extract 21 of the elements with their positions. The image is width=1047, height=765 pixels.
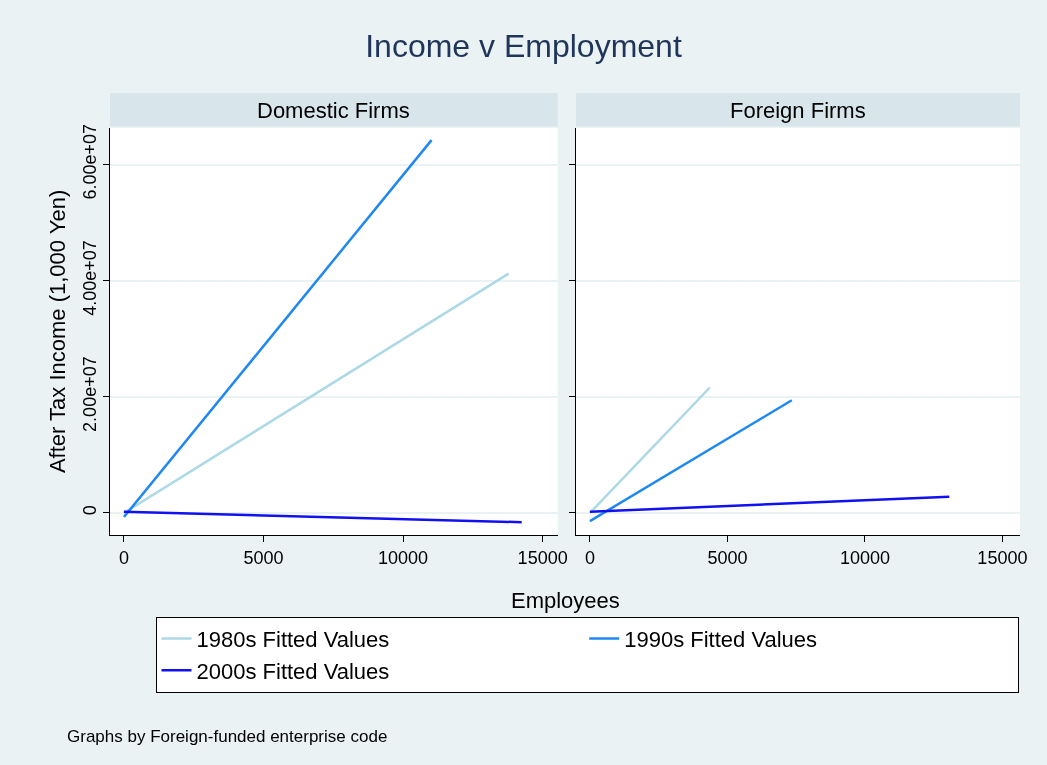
legend-label: 1990s Fitted Values — [624, 627, 818, 653]
legend-label: 1980s Fitted Values — [196, 627, 390, 653]
y-tick-label: 0 — [79, 505, 100, 516]
y-tick-label: 2.00e+07 — [79, 356, 100, 432]
x-tick-label: 10000 — [839, 547, 890, 568]
y-axis-title: After Tax Income (1,000 Yen) — [44, 189, 70, 474]
x-tick-label: 0 — [118, 547, 129, 568]
x-tick-label: 15000 — [977, 547, 1028, 568]
chart-subtitle: Foreign Firms — [730, 98, 866, 123]
x-tick-label: 5000 — [243, 547, 284, 568]
y-tick-label: 6.00e+07 — [79, 124, 100, 200]
x-tick-label: 5000 — [707, 547, 748, 568]
y-tick-label: 4.00e+07 — [79, 240, 100, 316]
x-tick-label: 15000 — [517, 547, 568, 568]
text: Graphs by Foreign-funded enterprise code — [67, 727, 388, 746]
x-tick-label: 0 — [584, 547, 595, 568]
x-axis-title: Employees — [511, 588, 620, 613]
x-tick-label: 10000 — [378, 547, 429, 568]
chart-subtitle: Domestic Firms — [257, 98, 410, 123]
chart-title: Income v Employment — [365, 27, 682, 64]
legend-label: 2000s Fitted Values — [196, 658, 390, 684]
